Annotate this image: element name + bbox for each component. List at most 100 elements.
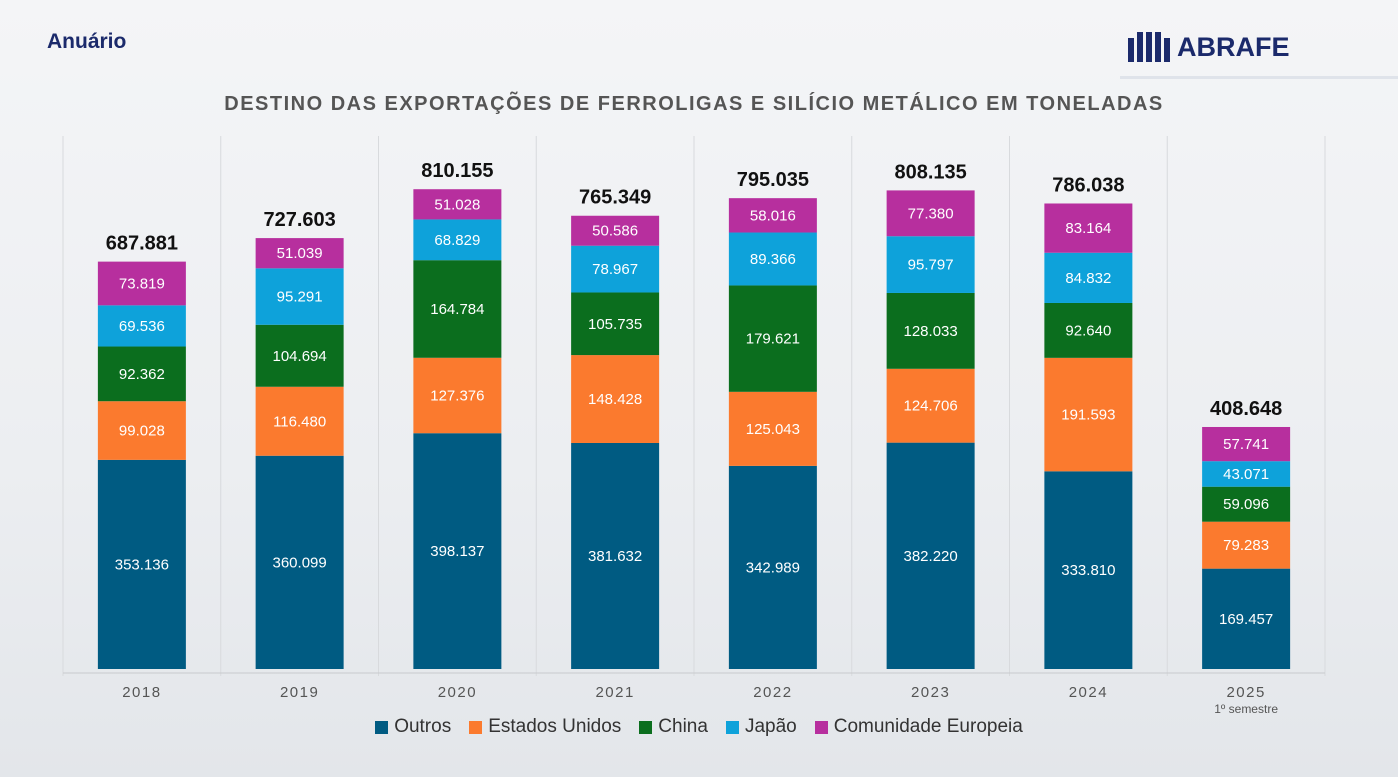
value-label: 92.362 xyxy=(119,366,165,383)
value-label: 58.016 xyxy=(750,207,796,224)
total-label: 786.038 xyxy=(1052,174,1124,196)
bar-segment xyxy=(728,198,817,233)
bar-segment xyxy=(97,346,186,402)
bar-segment xyxy=(97,305,186,347)
bar-segment xyxy=(1044,203,1133,253)
value-label: 78.967 xyxy=(592,261,638,278)
legend-swatch xyxy=(469,720,483,734)
bar-segment xyxy=(97,401,186,460)
bar-segment xyxy=(1202,568,1291,669)
x-tick-label: 2025 xyxy=(1226,684,1265,701)
total-label: 808.135 xyxy=(894,161,966,183)
legend-item: Comunidade Europeia xyxy=(814,716,1023,738)
value-label: 77.380 xyxy=(908,205,954,222)
bar-segment xyxy=(886,368,975,443)
legend-swatch xyxy=(375,720,389,734)
value-label: 342.989 xyxy=(746,559,800,576)
total-label: 408.648 xyxy=(1210,398,1282,420)
bar-segment xyxy=(255,268,344,325)
value-label: 116.480 xyxy=(273,413,326,430)
bar-segment xyxy=(571,245,660,293)
header-rule xyxy=(1120,76,1398,79)
value-label: 51.028 xyxy=(434,196,480,213)
bar-segment xyxy=(413,260,502,358)
bar-segment xyxy=(255,238,344,269)
legend-item: Japão xyxy=(725,716,797,738)
bar-segment xyxy=(728,465,817,669)
total-label: 765.349 xyxy=(579,187,651,209)
bar-segment xyxy=(97,261,186,306)
bar-segment xyxy=(886,190,975,237)
value-label: 95.797 xyxy=(908,257,954,274)
logo-icon xyxy=(1128,32,1170,62)
bar-segment xyxy=(1202,426,1291,462)
value-label: 104.694 xyxy=(273,348,327,365)
total-label: 727.603 xyxy=(263,209,335,231)
bar-segment xyxy=(413,357,502,434)
bar-segment xyxy=(255,324,344,387)
bar-segment xyxy=(886,236,975,293)
header-title: Anuário xyxy=(47,30,126,53)
bar-segment xyxy=(413,219,502,261)
x-tick-label: 2023 xyxy=(911,684,950,701)
legend-swatch xyxy=(725,720,739,734)
bar-segment xyxy=(255,386,344,456)
total-label: 687.881 xyxy=(106,233,178,255)
legend-label: China xyxy=(658,716,708,737)
bar-segment xyxy=(571,292,660,356)
legend-swatch xyxy=(814,720,828,734)
x-tick-label: 2019 xyxy=(280,684,319,701)
bar-segment xyxy=(97,459,186,669)
bar-segment xyxy=(728,285,817,392)
total-label: 810.155 xyxy=(421,160,493,182)
legend: Outros Estados Unidos China Japão Comunidade… xyxy=(0,716,1398,738)
bar-segment xyxy=(571,442,660,669)
bar-segment xyxy=(413,189,502,220)
value-label: 128.033 xyxy=(904,323,958,340)
value-label: 43.071 xyxy=(1223,466,1269,483)
value-label: 99.028 xyxy=(119,423,165,440)
value-label: 79.283 xyxy=(1223,537,1269,554)
value-label: 125.043 xyxy=(746,421,800,438)
bar-segment xyxy=(728,232,817,286)
value-label: 59.096 xyxy=(1223,496,1269,513)
value-label: 333.810 xyxy=(1061,562,1115,579)
bar-segment xyxy=(1044,302,1133,358)
x-tick-label: 2022 xyxy=(753,684,792,701)
value-label: 89.366 xyxy=(750,251,796,268)
value-label: 164.784 xyxy=(430,301,484,318)
x-annotation: 1º semestre xyxy=(1214,702,1278,716)
legend-label: Japão xyxy=(744,716,797,737)
bar-segment xyxy=(413,433,502,669)
bar-segment xyxy=(728,391,817,466)
x-tick-label: 2021 xyxy=(595,684,634,701)
x-tick-label: 2018 xyxy=(122,684,161,701)
legend-label: Estados Unidos xyxy=(488,716,622,737)
value-label: 57.741 xyxy=(1223,436,1269,453)
x-tick-label: 2024 xyxy=(1069,684,1108,701)
legend-item: Estados Unidos xyxy=(469,716,621,738)
value-label: 169.457 xyxy=(1219,611,1273,628)
value-label: 179.621 xyxy=(746,331,800,348)
value-label: 68.829 xyxy=(434,232,480,249)
legend-item: Outros xyxy=(375,716,451,738)
bar-segment xyxy=(255,455,344,669)
value-label: 127.376 xyxy=(430,387,484,404)
value-label: 50.586 xyxy=(592,223,638,240)
value-label: 381.632 xyxy=(588,548,642,565)
logo-text: ABRAFE xyxy=(1177,32,1290,62)
bar-segment xyxy=(1044,471,1133,669)
value-label: 191.593 xyxy=(1061,407,1115,424)
chart-title: DESTINO DAS EXPORTAÇÕES DE FERROLIGAS E … xyxy=(224,91,1164,115)
value-label: 95.291 xyxy=(277,289,323,306)
bar-segment xyxy=(886,292,975,369)
bar-segment xyxy=(1202,461,1291,487)
value-label: 51.039 xyxy=(277,245,323,262)
value-label: 105.735 xyxy=(588,316,642,333)
value-label: 73.819 xyxy=(119,275,165,292)
legend-item: China xyxy=(639,716,708,738)
x-tick-label: 2020 xyxy=(438,684,477,701)
bar-segment xyxy=(1044,252,1133,303)
